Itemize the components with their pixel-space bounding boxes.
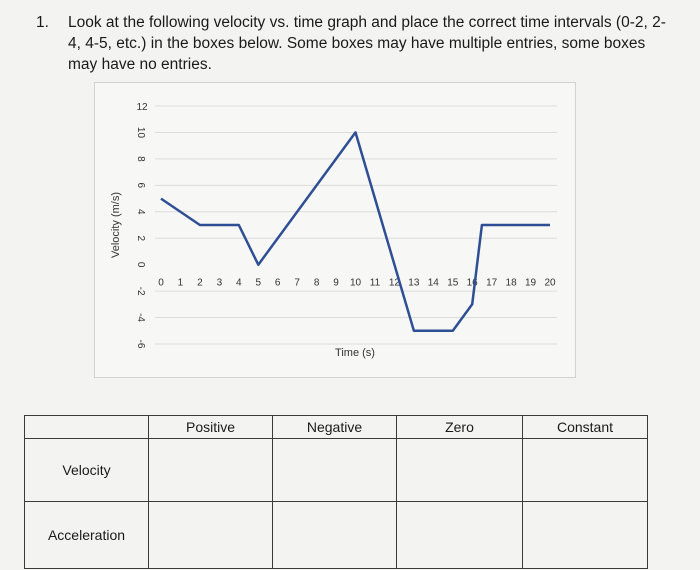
x-tick-label: 17 xyxy=(486,278,498,289)
y-axis-label: Velocity (m/s) xyxy=(110,192,122,258)
x-tick-label: 11 xyxy=(370,278,381,289)
y-tick-label: 4 xyxy=(135,209,146,215)
x-tick-label: 1 xyxy=(178,278,184,289)
x-tick-label: 8 xyxy=(314,278,320,289)
x-tick-label: 20 xyxy=(544,278,556,289)
series-line xyxy=(160,131,550,333)
velocity-zero-cell[interactable] xyxy=(396,438,523,502)
header-negative: Negative xyxy=(272,415,397,439)
x-tick-label: 4 xyxy=(236,278,242,289)
y-tick-label: -4 xyxy=(135,313,146,322)
x-tick-label: 2 xyxy=(197,278,203,289)
x-tick-label: 9 xyxy=(333,278,339,289)
x-tick-label: 10 xyxy=(350,278,362,289)
answer-table: Positive Negative Zero Constant Velocity… xyxy=(24,415,648,569)
acceleration-negative-cell[interactable] xyxy=(272,501,397,569)
question-number: 1. xyxy=(36,14,49,31)
x-tick-label: 5 xyxy=(255,278,261,289)
header-constant: Constant xyxy=(522,415,648,439)
y-tick-label: 12 xyxy=(136,102,148,113)
x-tick-label: 14 xyxy=(428,278,440,289)
x-tick-label: 3 xyxy=(217,278,223,289)
y-tick-label: 2 xyxy=(135,235,146,241)
y-tick-label: 0 xyxy=(135,262,146,268)
row-label-velocity: Velocity xyxy=(24,438,149,502)
header-zero: Zero xyxy=(396,415,523,439)
x-tick-label: 18 xyxy=(506,278,518,289)
velocity-negative-cell[interactable] xyxy=(272,438,397,502)
x-tick-label: 15 xyxy=(447,278,459,289)
x-tick-label: 12 xyxy=(389,278,401,289)
y-tick-label: -2 xyxy=(135,287,146,296)
velocity-time-graph: 12 10 8 6 4 2 0 -2 -4 -6 0 1 2 3 4 5 6 7 8 9 10 11 12 13 14 15 16 1… xyxy=(94,82,576,378)
question-text: Look at the following velocity vs. time … xyxy=(68,14,666,73)
acceleration-zero-cell[interactable] xyxy=(396,501,523,569)
header-blank xyxy=(24,415,149,439)
x-tick-label: 16 xyxy=(467,278,479,289)
acceleration-positive-cell[interactable] xyxy=(148,501,273,569)
velocity-positive-cell[interactable] xyxy=(148,438,273,502)
x-axis-label: Time (s) xyxy=(335,347,375,359)
velocity-constant-cell[interactable] xyxy=(522,438,648,502)
acceleration-constant-cell[interactable] xyxy=(522,501,648,569)
row-label-acceleration: Acceleration xyxy=(24,501,149,569)
x-tick-label: 6 xyxy=(275,278,281,289)
y-tick-label: -6 xyxy=(135,340,146,349)
x-tick-label: 7 xyxy=(294,278,300,289)
y-tick-label: 6 xyxy=(135,183,146,189)
x-tick-label: 19 xyxy=(525,278,537,289)
header-positive: Positive xyxy=(148,415,273,439)
y-tick-label: 8 xyxy=(135,156,146,162)
x-tick-label: 13 xyxy=(408,278,420,289)
x-tick-label: 0 xyxy=(158,278,164,289)
y-tick-label: 10 xyxy=(135,127,146,139)
